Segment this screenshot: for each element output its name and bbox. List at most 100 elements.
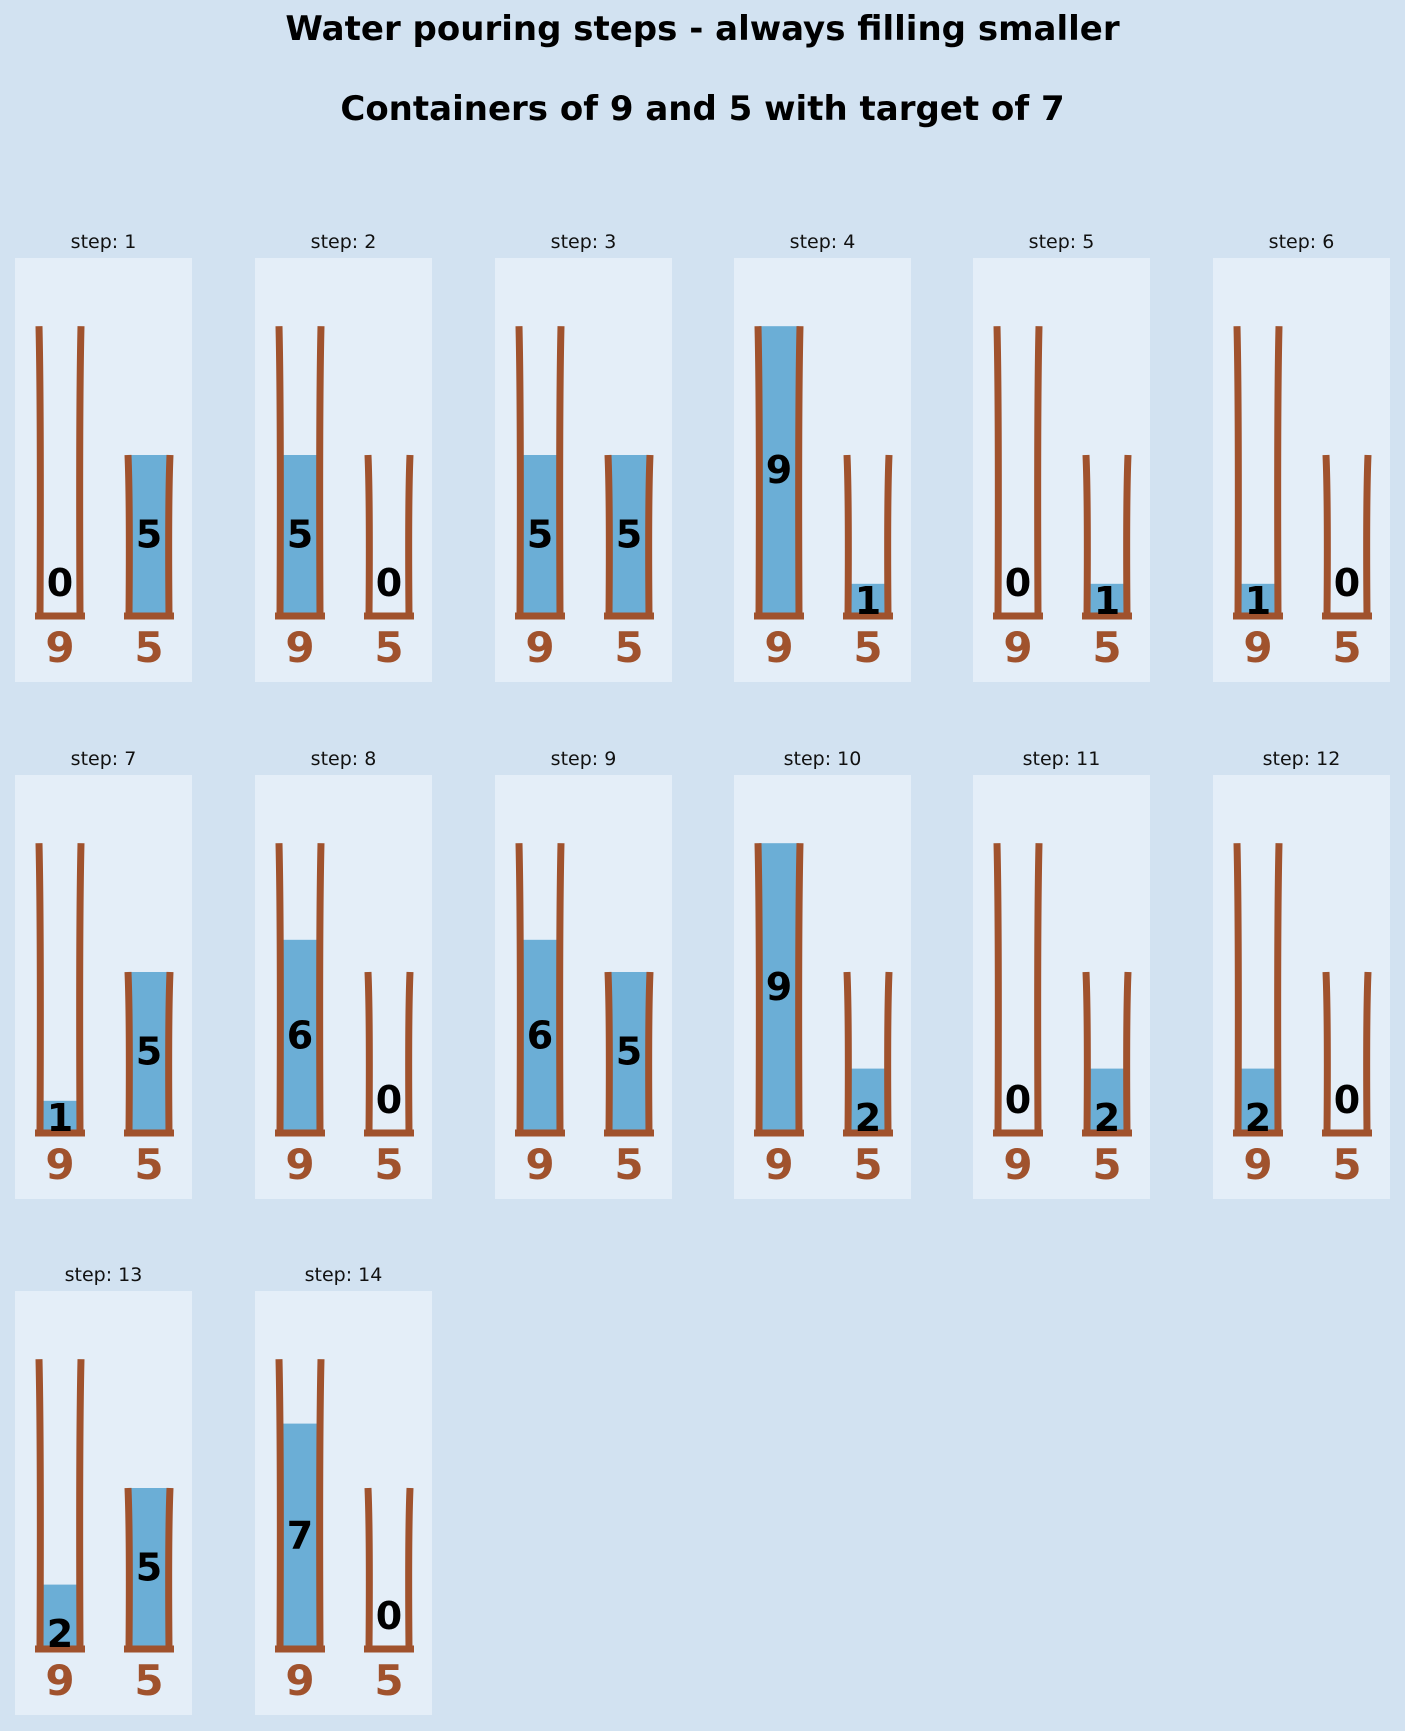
water-fill <box>759 326 799 616</box>
water-fill <box>40 1584 80 1649</box>
level-value: 0 <box>376 1594 402 1638</box>
step-panel: 5 9 5 5 <box>495 258 672 682</box>
capacity-label: 9 <box>45 623 74 672</box>
container-outline <box>1233 326 1283 620</box>
capacity-label: 5 <box>1332 623 1361 672</box>
water-fill <box>609 455 649 616</box>
step-label: step: 6 <box>1268 231 1335 253</box>
step-diagram: 5 9 0 5 <box>275 326 414 672</box>
level-value: 1 <box>1094 579 1120 623</box>
water-fill <box>1238 1068 1278 1133</box>
capacity-label: 5 <box>853 1140 882 1189</box>
step-diagram: 7 9 0 5 <box>275 1359 414 1705</box>
level-value: 2 <box>1094 1096 1120 1140</box>
step-diagram: 9 9 25 <box>754 843 893 1189</box>
level-value: 5 <box>136 513 162 557</box>
capacity-label: 9 <box>1003 623 1032 672</box>
step-label: step: 1 <box>70 231 137 253</box>
level-value: 0 <box>1334 1078 1360 1122</box>
capacity-label: 9 <box>525 623 554 672</box>
step-label: step: 2 <box>310 231 377 253</box>
water-fill <box>129 455 169 616</box>
step-label: step: 14 <box>304 1264 383 1286</box>
step-label: step: 13 <box>64 1264 143 1286</box>
step-panel: 7 9 0 5 <box>255 1291 432 1715</box>
capacity-label: 5 <box>614 623 643 672</box>
water-fill <box>40 1100 80 1133</box>
level-value: 2 <box>47 1612 73 1656</box>
level-value: 2 <box>1245 1096 1271 1140</box>
capacity-label: 5 <box>134 623 163 672</box>
step-label: step: 7 <box>70 748 137 770</box>
level-value: 5 <box>616 513 642 557</box>
capacity-label: 9 <box>285 1140 314 1189</box>
water-fill <box>848 583 888 616</box>
capacity-label: 5 <box>614 1140 643 1189</box>
level-value: 5 <box>136 1030 162 1074</box>
water-fill <box>520 939 560 1133</box>
level-value: 1 <box>1245 579 1271 623</box>
step-label: step: 3 <box>550 231 617 253</box>
step-diagram: 5 9 5 5 <box>515 326 654 672</box>
capacity-label: 5 <box>134 1140 163 1189</box>
capacity-label: 9 <box>1243 1140 1272 1189</box>
step-label: step: 9 <box>550 748 617 770</box>
water-fill <box>280 1423 320 1649</box>
step-panel: 6 9 5 5 <box>495 775 672 1199</box>
capacity-label: 5 <box>853 623 882 672</box>
step-label: step: 10 <box>783 748 862 770</box>
water-fill <box>1087 1068 1127 1133</box>
chart-subtitle: Containers of 9 and 5 with target of 7 <box>340 89 1065 129</box>
capacity-label: 9 <box>45 1140 74 1189</box>
level-value: 1 <box>47 1096 73 1140</box>
level-value: 2 <box>855 1096 881 1140</box>
capacity-label: 5 <box>134 1656 163 1705</box>
capacity-label: 5 <box>374 1656 403 1705</box>
step-diagram: 6 9 5 5 <box>515 843 654 1189</box>
water-fill <box>280 939 320 1133</box>
level-value: 5 <box>616 1030 642 1074</box>
level-value: 5 <box>527 513 553 557</box>
step-diagram: 0 9 5 5 <box>35 326 174 672</box>
level-value: 0 <box>1005 1078 1031 1122</box>
step-label: step: 5 <box>1028 231 1095 253</box>
water-fill <box>1238 583 1278 616</box>
level-value: 9 <box>766 965 792 1009</box>
step-label: step: 8 <box>310 748 377 770</box>
level-value: 5 <box>287 513 313 557</box>
capacity-label: 9 <box>1243 623 1272 672</box>
step-panel: 6 9 0 5 <box>255 775 432 1199</box>
capacity-label: 9 <box>764 1140 793 1189</box>
step-diagram: 29 0 5 <box>1233 843 1372 1189</box>
level-value: 0 <box>1005 561 1031 605</box>
level-value: 0 <box>376 561 402 605</box>
step-diagram: 0 9 25 <box>993 843 1132 1189</box>
water-fill <box>280 455 320 616</box>
level-value: 7 <box>287 1513 313 1557</box>
water-fill <box>129 1488 169 1649</box>
step-panel: 0 9 5 5 <box>15 258 192 682</box>
capacity-label: 5 <box>1092 1140 1121 1189</box>
level-value: 5 <box>136 1546 162 1590</box>
capacity-label: 5 <box>1092 623 1121 672</box>
step-label: step: 11 <box>1022 748 1101 770</box>
water-fill <box>759 843 799 1133</box>
step-diagram: 29 5 5 <box>35 1359 174 1705</box>
level-value: 6 <box>287 1013 313 1057</box>
level-value: 6 <box>527 1013 553 1057</box>
level-value: 0 <box>1334 561 1360 605</box>
capacity-label: 5 <box>374 623 403 672</box>
level-value: 1 <box>855 579 881 623</box>
water-fill <box>129 972 169 1133</box>
capacity-label: 5 <box>1332 1140 1361 1189</box>
water-fill <box>609 972 649 1133</box>
step-label: step: 4 <box>789 231 856 253</box>
